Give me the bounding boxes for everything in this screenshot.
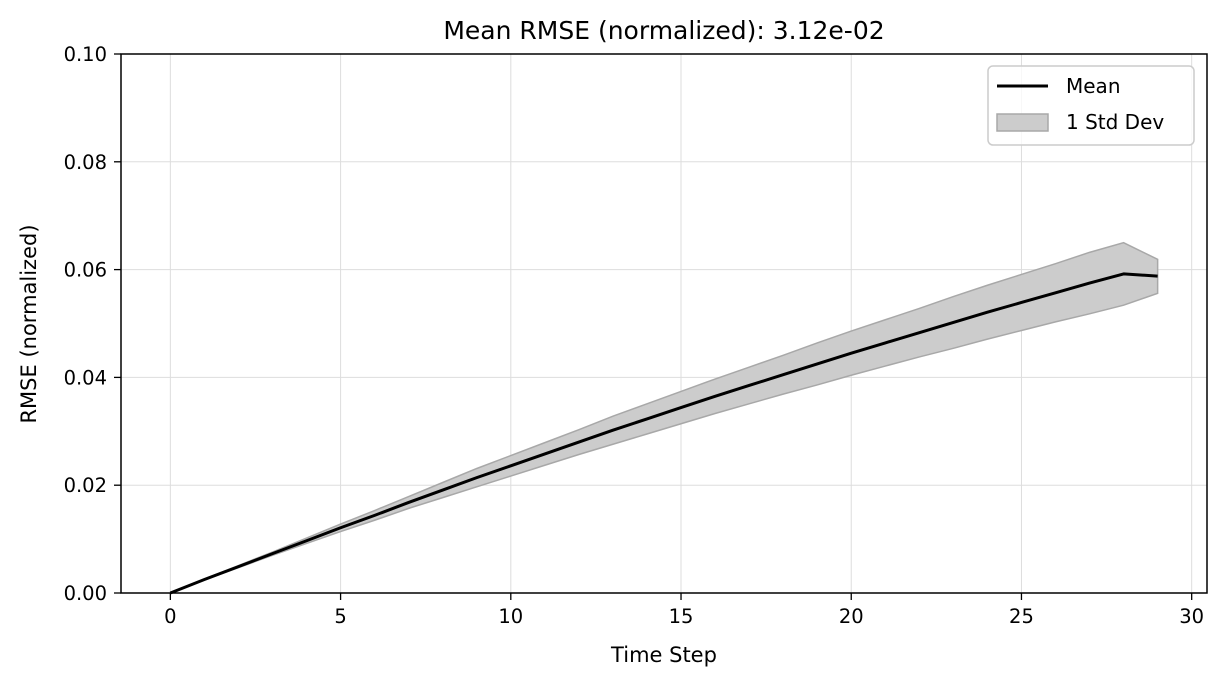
std-dev-band-area (170, 241, 1159, 594)
x-tick-label: 15 (669, 605, 694, 628)
x-tick-label: 0 (164, 605, 176, 628)
chart-title: Mean RMSE (normalized): 3.12e-02 (443, 16, 884, 45)
x-tick-label: 25 (1009, 605, 1034, 628)
y-tick-label: 0.08 (64, 151, 107, 174)
x-tick-label: 30 (1179, 605, 1204, 628)
mean-series (169, 272, 1158, 595)
y-tick-label: 0.10 (64, 43, 107, 66)
x-axis-label: Time Step (610, 643, 717, 667)
x-axis-ticks: 0 5 10 15 20 25 30 (164, 593, 1204, 628)
x-tick-label: 5 (334, 605, 346, 628)
std-dev-band (170, 241, 1159, 594)
y-tick-label: 0.04 (64, 366, 107, 389)
x-tick-label: 10 (498, 605, 523, 628)
legend-label-mean: Mean (1066, 74, 1121, 98)
y-tick-label: 0.02 (64, 474, 107, 497)
y-axis-label: RMSE (normalized) (17, 224, 41, 423)
legend-label-std-dev: 1 Std Dev (1066, 110, 1164, 134)
mean-line (169, 272, 1158, 595)
y-tick-label: 0.06 (64, 259, 107, 282)
legend: Mean 1 Std Dev (987, 65, 1195, 146)
y-axis-ticks: 0.00 0.02 0.04 0.06 0.08 0.10 (64, 43, 121, 605)
legend-swatch-std-dev (996, 113, 1049, 132)
y-tick-label: 0.00 (64, 582, 107, 605)
plot-frame (120, 53, 1208, 594)
x-tick-label: 20 (839, 605, 864, 628)
